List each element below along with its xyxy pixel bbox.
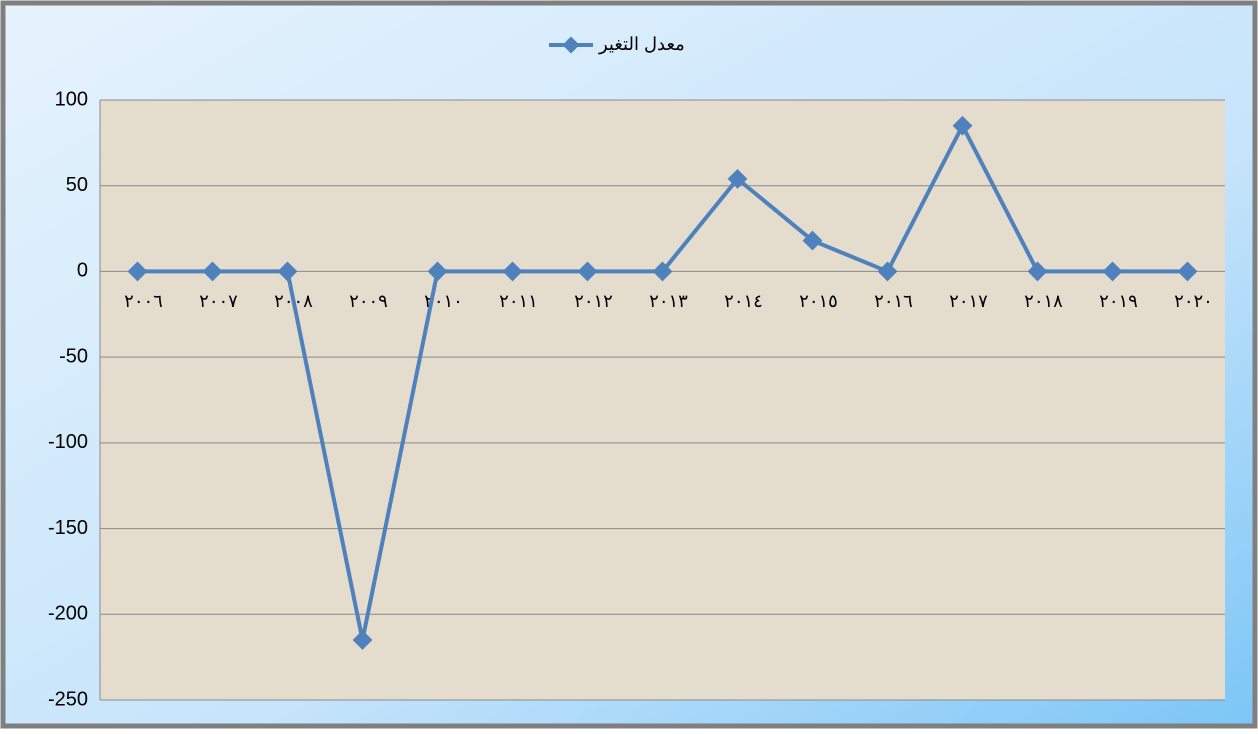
y-tick-label: -100 bbox=[48, 431, 88, 453]
x-tick-label: ٢٠٠٧ bbox=[199, 291, 238, 311]
x-tick-label: ٢٠١٤ bbox=[724, 291, 763, 311]
legend-marker bbox=[562, 36, 580, 54]
point-marker bbox=[1027, 261, 1048, 282]
legend-label: معدل التغير bbox=[598, 34, 685, 55]
y-tick-label: -150 bbox=[48, 517, 88, 539]
y-tick-label: -50 bbox=[59, 345, 88, 367]
point-marker bbox=[1177, 261, 1198, 282]
point-marker bbox=[277, 261, 298, 282]
y-tick-label: 50 bbox=[66, 174, 88, 196]
x-tick-label: ٢٠١٦ bbox=[874, 291, 913, 311]
plot-area bbox=[100, 100, 1225, 700]
point-marker bbox=[127, 261, 148, 282]
x-tick-label: ٢٠١٧ bbox=[949, 291, 988, 311]
x-tick-label: ٢٠٠٦ bbox=[124, 291, 163, 311]
y-tick-label: 100 bbox=[55, 88, 88, 110]
x-tick-label: ٢٠١١ bbox=[499, 291, 538, 311]
y-tick-label: 0 bbox=[77, 260, 88, 282]
x-tick-label: ٢٠١٥ bbox=[799, 291, 838, 311]
x-tick-label: ٢٠١٨ bbox=[1024, 291, 1063, 311]
point-marker bbox=[427, 261, 448, 282]
y-tick-label: -200 bbox=[48, 603, 88, 625]
point-marker bbox=[502, 261, 523, 282]
x-tick-label: ٢٠١٣ bbox=[649, 291, 688, 311]
x-tick-label: ٢٠١٢ bbox=[574, 291, 613, 311]
point-marker bbox=[352, 630, 373, 650]
y-tick-label: -250 bbox=[48, 688, 88, 710]
point-marker bbox=[202, 261, 223, 282]
point-marker bbox=[652, 261, 673, 282]
x-tick-label: ٢٠٠٩ bbox=[349, 291, 388, 311]
x-tick-label: ٢٠١٩ bbox=[1099, 291, 1138, 311]
x-tick-label: ٢٠٢٠ bbox=[1174, 291, 1213, 311]
point-marker bbox=[877, 261, 898, 282]
point-marker bbox=[1102, 261, 1123, 282]
point-marker bbox=[577, 261, 598, 282]
